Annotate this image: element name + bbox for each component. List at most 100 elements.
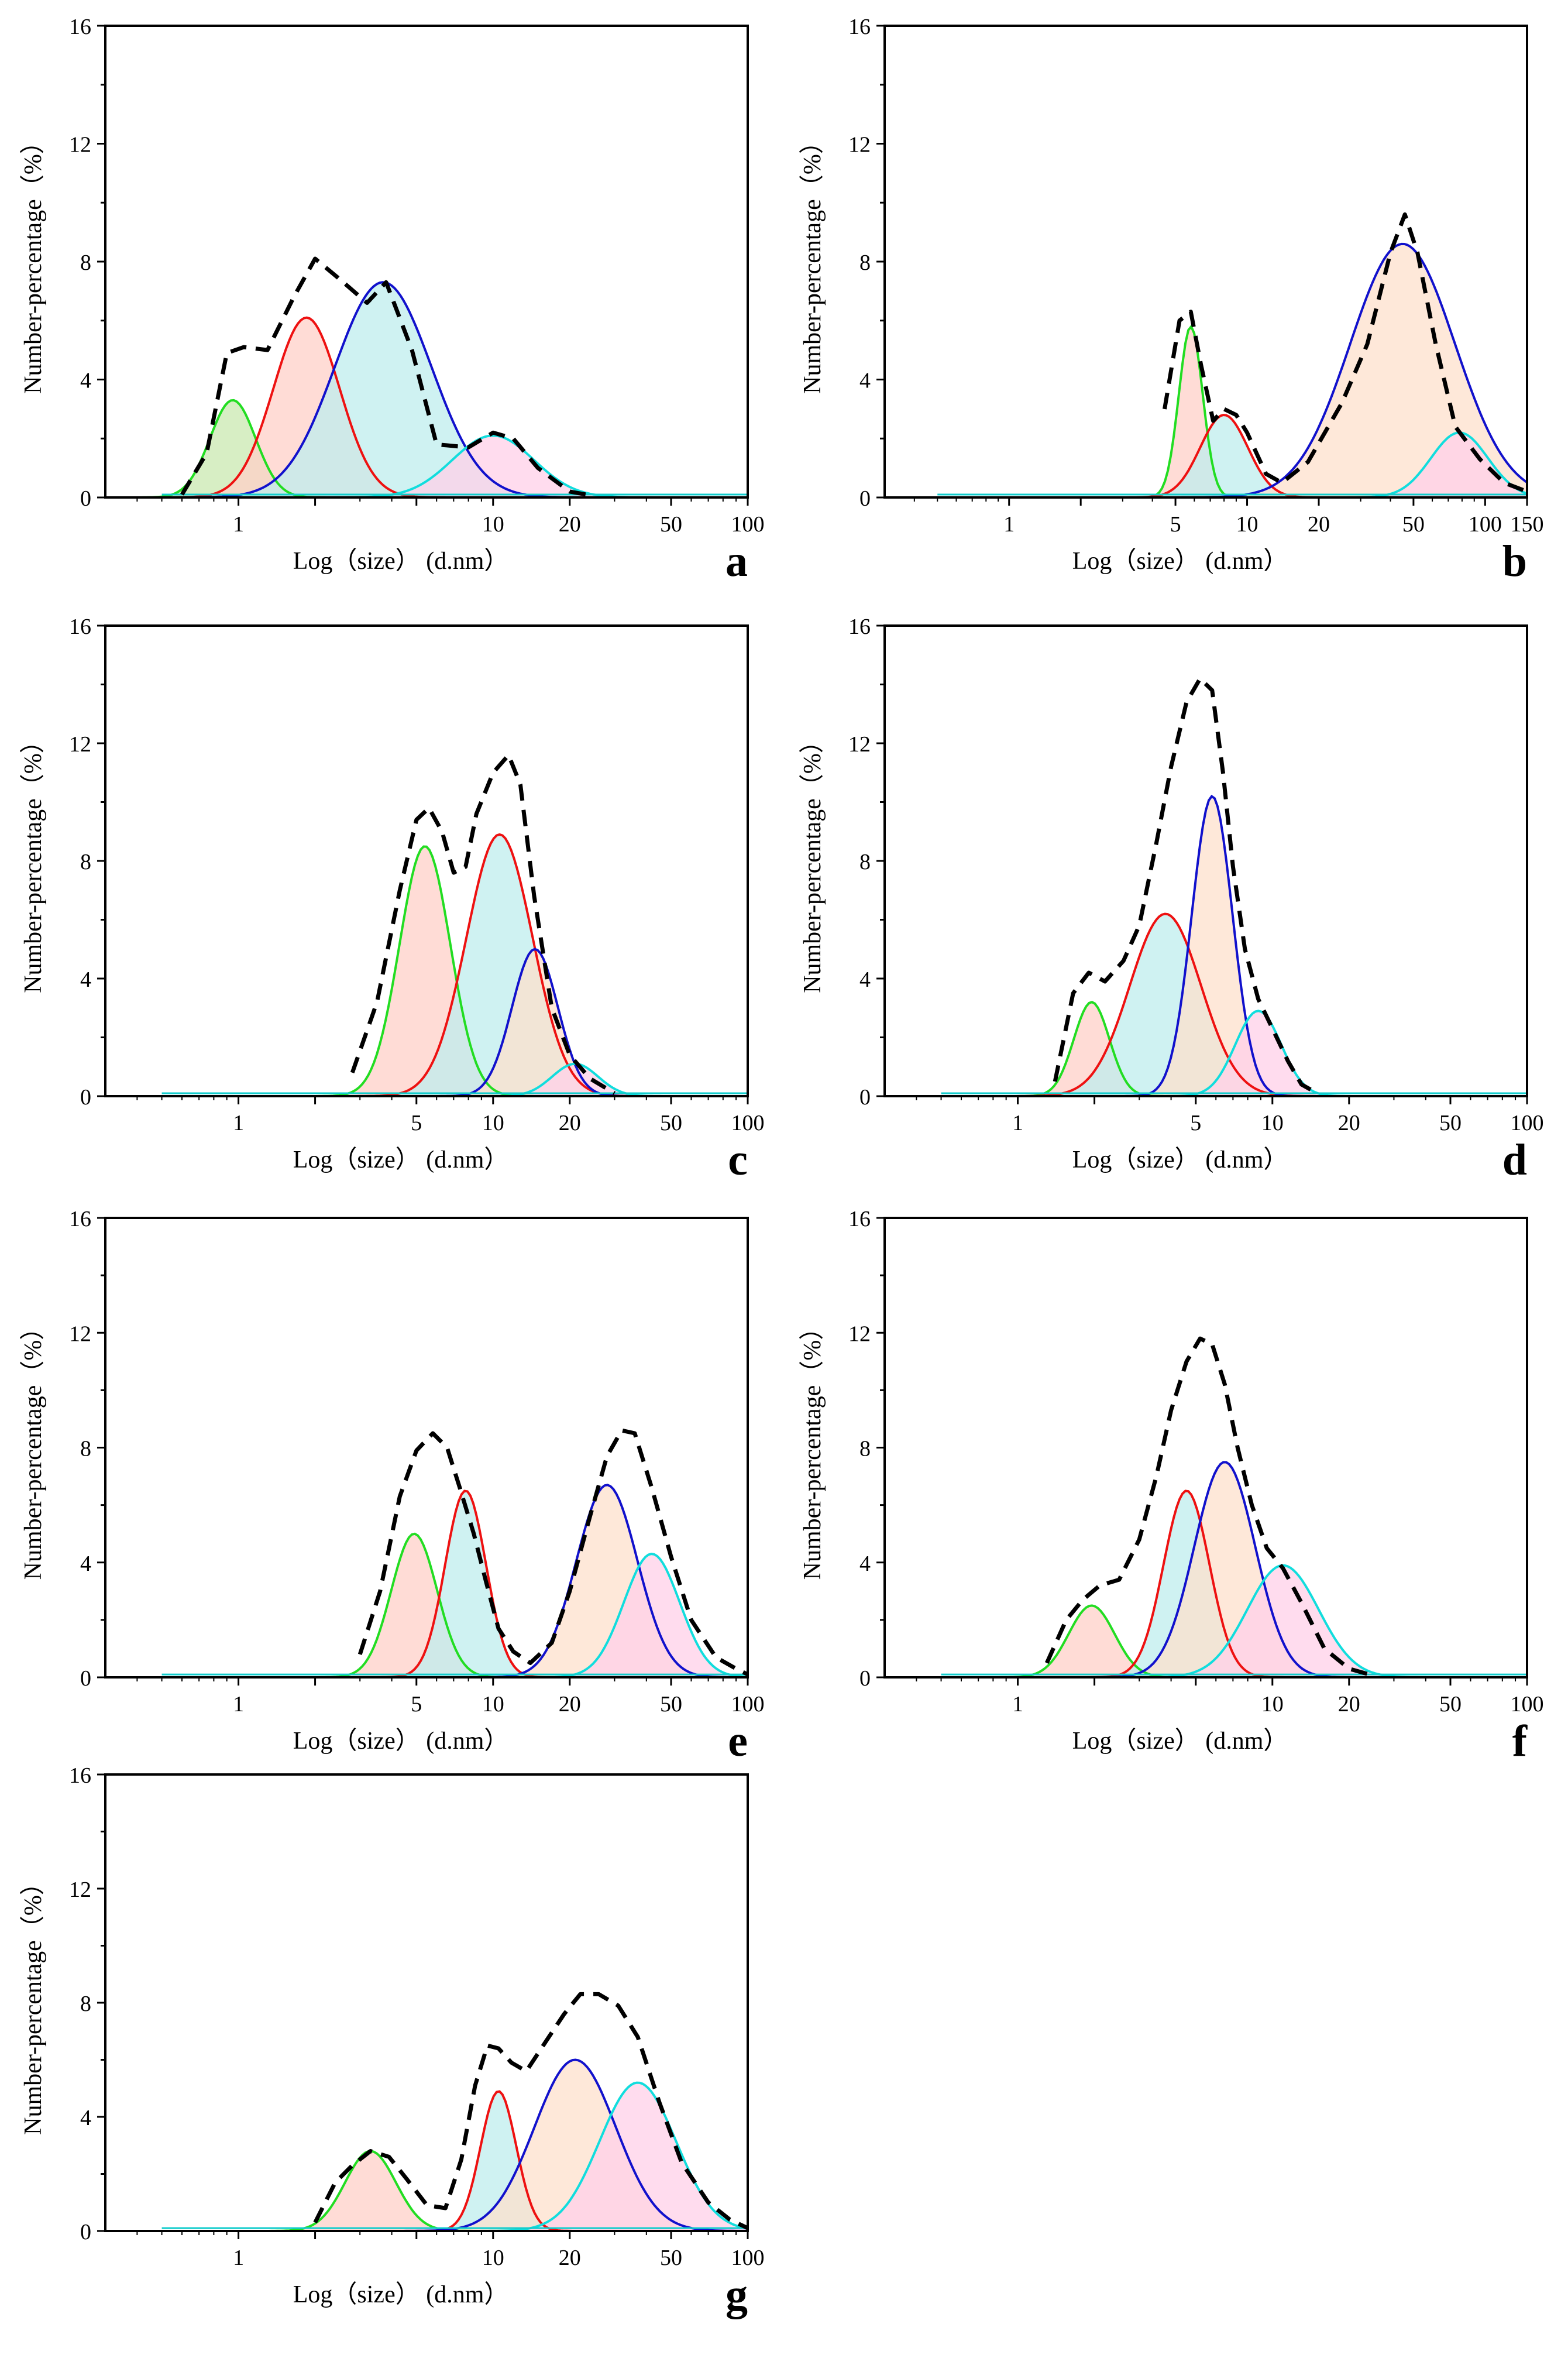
panel-e: 0 4 8 12 16 1 5 10 20 50 100 Log（size） (d.nm） Number…	[20, 1207, 765, 1766]
panel-g-letter: g	[725, 2270, 748, 2319]
panel-e-peak-1-fill	[105, 1533, 748, 1677]
panel-g-xtick-label: 100	[731, 2246, 765, 2270]
panel-f-xtick-label: 100	[1511, 1692, 1544, 1717]
panel-d-xtick-label: 1	[1012, 1111, 1023, 1135]
panel-e-ytick-label: 4	[80, 1552, 91, 1576]
panel-b-xtick-label: 50	[1402, 512, 1425, 537]
panel-g-xtick-label: 20	[559, 2246, 581, 2270]
panel-f-xtick-label: 20	[1338, 1692, 1360, 1717]
panel-b-xtick-label: 1	[1003, 512, 1015, 537]
panel-b-xtick-label: 20	[1308, 512, 1330, 537]
panel-a-xtick-label: 100	[731, 512, 765, 537]
panel-a-peak-3-fill	[105, 282, 748, 497]
panel-b-letter: b	[1502, 537, 1527, 586]
panel-e-envelope	[357, 1428, 749, 1677]
panel-a-ytick-label: 16	[69, 15, 91, 39]
panel-g: 0 4 8 12 16 1 10 20 50 100 Log（size） (d.nm） Number-…	[20, 1763, 765, 2319]
panel-e-ylabel: Number-percentage（%）	[20, 1316, 47, 1580]
panel-e-xtick-label: 50	[660, 1692, 682, 1717]
panel-b-xtick-label: 150	[1511, 512, 1544, 537]
panel-a-xtick-label: 20	[559, 512, 581, 537]
panel-d-peak-3-fill	[885, 796, 1527, 1096]
panel-b-ytick-label: 16	[848, 15, 871, 39]
panel-f-ytick-label: 8	[859, 1437, 871, 1461]
panel-b-peak-2-fill	[885, 415, 1527, 497]
panel-f-letter: f	[1512, 1717, 1528, 1766]
panel-g-xtick-label: 10	[482, 2246, 504, 2270]
panel-d-ytick-label: 16	[848, 615, 871, 639]
panel-g-envelope	[313, 1992, 749, 2230]
panel-f-xlabel: Log（size） (d.nm）	[1072, 1728, 1288, 1755]
panel-b-xtick-label: 100	[1469, 512, 1502, 537]
panel-a: 0 4 8 12 16 1 10 20 50 100 Log（size） (d.nm） Number-…	[20, 15, 765, 586]
panel-d-letter: d	[1502, 1135, 1527, 1185]
panel-c-ytick-label: 0	[80, 1085, 91, 1110]
panel-c-ytick-label: 8	[80, 850, 91, 874]
panel-a-xtick-label: 10	[482, 512, 504, 537]
panel-d-xtick-label: 10	[1261, 1111, 1284, 1135]
panel-d-ytick-label: 12	[848, 732, 871, 757]
panel-b-xtick-label: 10	[1236, 512, 1258, 537]
panel-a-ytick-label: 12	[69, 133, 91, 157]
panel-e-ytick-label: 16	[69, 1207, 91, 1231]
panel-c-xtick-label: 1	[233, 1111, 244, 1135]
panel-b-ytick-label: 12	[848, 133, 871, 157]
panel-c-ylabel: Number-percentage（%）	[20, 729, 47, 993]
panel-b-ylabel: Number-percentage（%）	[799, 129, 826, 394]
panel-e-ytick-label: 8	[80, 1437, 91, 1461]
panel-f-ytick-label: 16	[848, 1207, 871, 1231]
panel-e-letter: e	[728, 1717, 748, 1766]
panel-b-xlabel: Log（size） (d.nm）	[1072, 548, 1288, 575]
panel-a-xlabel: Log（size） (d.nm）	[293, 548, 509, 575]
panel-c-xtick-label: 50	[660, 1111, 682, 1135]
panel-f: 0 4 8 12 16 1 10 20 50 100 Log（size） (d.nm） Number-…	[799, 1207, 1544, 1766]
panel-e-peak-3-fill	[105, 1485, 748, 1677]
panel-a-ytick-label: 8	[80, 250, 91, 275]
panel-e-xtick-label: 20	[559, 1692, 581, 1717]
panel-d-ytick-label: 0	[859, 1085, 871, 1110]
panel-f-xtick-label: 10	[1261, 1692, 1284, 1717]
panel-f-ytick-label: 12	[848, 1321, 871, 1346]
panel-a-ylabel: Number-percentage（%）	[20, 129, 47, 394]
panel-c-letter: c	[728, 1135, 748, 1185]
panel-a-letter: a	[725, 537, 748, 586]
panel-f-ytick-label: 0	[859, 1666, 871, 1691]
panel-e-xtick-label: 100	[731, 1692, 765, 1717]
panel-b-peak-3-fill	[885, 243, 1527, 497]
panel-c-xtick-label: 5	[411, 1111, 422, 1135]
panel-g-xtick-label: 1	[233, 2246, 244, 2270]
panel-a-envelope	[180, 256, 595, 498]
panel-g-ytick-label: 4	[80, 2106, 91, 2130]
panel-d-xtick-label: 50	[1439, 1111, 1462, 1135]
panel-f-ytick-label: 4	[859, 1552, 871, 1576]
panel-f-xtick-label: 1	[1012, 1692, 1023, 1717]
panel-c-ytick-label: 16	[69, 615, 91, 639]
panel-c-xtick-label: 10	[482, 1111, 504, 1135]
panel-f-envelope	[1045, 1336, 1370, 1677]
panel-c-envelope	[350, 753, 616, 1096]
panel-g-ytick-label: 16	[69, 1763, 91, 1788]
panel-d-envelope	[1053, 677, 1319, 1096]
panel-a-peak-2-fill	[105, 317, 748, 497]
panel-c-xtick-label: 20	[559, 1111, 581, 1135]
panel-d-ytick-label: 4	[859, 967, 871, 992]
panel-g-ylabel: Number-percentage（%）	[20, 1870, 47, 2135]
panel-f-ylabel: Number-percentage（%）	[799, 1316, 826, 1580]
panel-a-ytick-label: 4	[80, 369, 91, 393]
panel-g-ytick-label: 0	[80, 2220, 91, 2244]
panel-d-xtick-label: 100	[1511, 1111, 1544, 1135]
panel-d-ylabel: Number-percentage（%）	[799, 729, 826, 993]
panel-c-ytick-label: 4	[80, 967, 91, 992]
panel-e-xtick-label: 1	[233, 1692, 244, 1717]
panel-a-ytick-label: 0	[80, 486, 91, 511]
panel-b-ytick-label: 8	[859, 250, 871, 275]
panel-b-ytick-label: 0	[859, 486, 871, 511]
panel-a-peak-4-fill	[105, 435, 748, 497]
panel-g-xtick-label: 50	[660, 2246, 682, 2270]
panel-b-envelope	[1163, 212, 1528, 494]
panel-d-ytick-label: 8	[859, 850, 871, 874]
panel-d-xlabel: Log（size） (d.nm）	[1072, 1147, 1288, 1173]
panel-b: 0 4 8 12 16 1 5 10 20 50 100 150 Log（size） (d.nm） Num…	[799, 15, 1544, 586]
panel-b-ytick-label: 4	[859, 369, 871, 393]
